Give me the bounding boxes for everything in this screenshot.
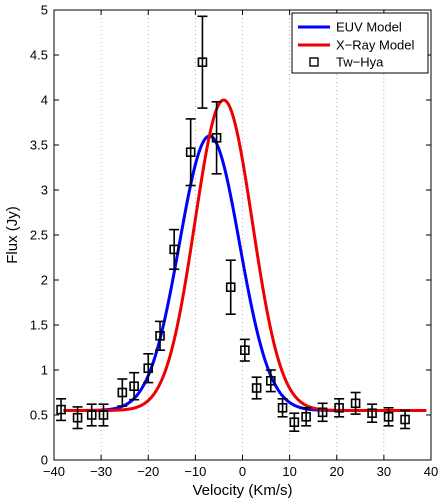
data-point-tw-hya (251, 376, 262, 400)
data-marker (117, 387, 128, 398)
data-point-tw-hya (185, 118, 196, 187)
data-marker (197, 57, 208, 68)
data-point-tw-hya (129, 371, 140, 401)
data-marker (400, 414, 410, 425)
data-point-tw-hya (155, 320, 166, 352)
y-tick-label: 1 (41, 363, 48, 378)
data-marker (185, 147, 196, 157)
data-marker (251, 383, 262, 393)
data-point-tw-hya (211, 101, 222, 175)
data-marker (72, 412, 83, 423)
data-point-tw-hya (169, 228, 180, 271)
series-line-x-ray-model (63, 98, 427, 412)
data-marker (225, 282, 236, 293)
x-tick-label: 10 (282, 464, 296, 479)
tick-layer: −40 −30 −20 −10 0 10 20 30 40 0 0.5 1 1.5 2 2.5 3 3.5 4 4.… (30, 3, 438, 480)
data-marker (56, 404, 66, 415)
y-tick-label: 2 (41, 273, 48, 288)
data-marker (317, 407, 328, 418)
y-tick-label: 3.5 (30, 138, 48, 153)
y-tick-label: 2.5 (30, 228, 48, 243)
data-marker (383, 411, 394, 422)
y-tick-label: 0.5 (30, 408, 48, 423)
y-tick-label: 4 (41, 93, 48, 108)
x-tick-label: −10 (184, 464, 206, 479)
data-point-tw-hya (117, 378, 128, 407)
data-point-tw-hya (98, 403, 109, 427)
data-marker (98, 410, 109, 420)
data-marker (86, 410, 97, 420)
x-tick-label: −20 (137, 464, 159, 479)
data-point-tw-hya (383, 406, 394, 427)
legend-box (291, 12, 429, 74)
data-point-tw-hya (72, 406, 83, 430)
data-marker (169, 244, 179, 255)
data-point-tw-hya (400, 409, 411, 430)
legend: EUV Model X−Ray Model Tw−Hya (291, 12, 429, 74)
data-point-tw-hya (143, 352, 154, 384)
y-tick-label: 5 (41, 3, 48, 18)
data-point-tw-hya (86, 403, 97, 427)
x-tick-label: 20 (330, 464, 344, 479)
data-point-tw-hya (350, 391, 361, 415)
data-marker (289, 417, 300, 428)
data-point-tw-hya (277, 397, 288, 418)
y-tick-label: 1.5 (30, 318, 48, 333)
data-point-tw-hya (367, 403, 378, 424)
y-tick-label: 3 (41, 183, 48, 198)
data-marker (265, 375, 276, 386)
legend-label-euv-model: EUV Model (336, 20, 402, 35)
data-point-tw-hya (197, 15, 208, 109)
data-point-tw-hya (301, 406, 312, 427)
data-point-tw-hya (317, 402, 328, 423)
y-axis-label: Flux (Jy) (4, 206, 21, 264)
data-marker (129, 381, 139, 392)
data-marker (240, 345, 250, 356)
x-tick-label: −30 (90, 464, 112, 479)
x-tick-label: 0 (239, 464, 246, 479)
legend-swatch-tw-hya (309, 57, 319, 67)
data-marker (277, 402, 288, 413)
grid-layer (100, 10, 385, 460)
data-point-tw-hya (265, 369, 276, 393)
x-tick-label: 30 (377, 464, 391, 479)
y-tick-label: 0 (41, 453, 48, 468)
data-marker (155, 330, 165, 341)
legend-label-x-ray-model: X−Ray Model (336, 38, 415, 53)
data-point-tw-hya (239, 338, 250, 362)
x-tick-label: 40 (424, 464, 438, 479)
x-axis-label: Velocity (Km/s) (192, 482, 292, 499)
y-tick-label: 4.5 (30, 48, 48, 63)
data-marker (301, 411, 311, 422)
data-marker (367, 408, 377, 419)
data-marker (211, 133, 222, 143)
data-marker (334, 402, 344, 413)
x-tick-label: −40 (43, 464, 65, 479)
data-point-tw-hya (56, 397, 67, 422)
data-marker (143, 363, 154, 374)
data-point-tw-hya (225, 259, 236, 316)
data-point-tw-hya (289, 412, 300, 433)
legend-label-tw-hya: Tw−Hya (336, 55, 384, 70)
data-marker (350, 398, 361, 409)
points-layer (56, 15, 411, 433)
data-point-tw-hya (334, 397, 345, 418)
